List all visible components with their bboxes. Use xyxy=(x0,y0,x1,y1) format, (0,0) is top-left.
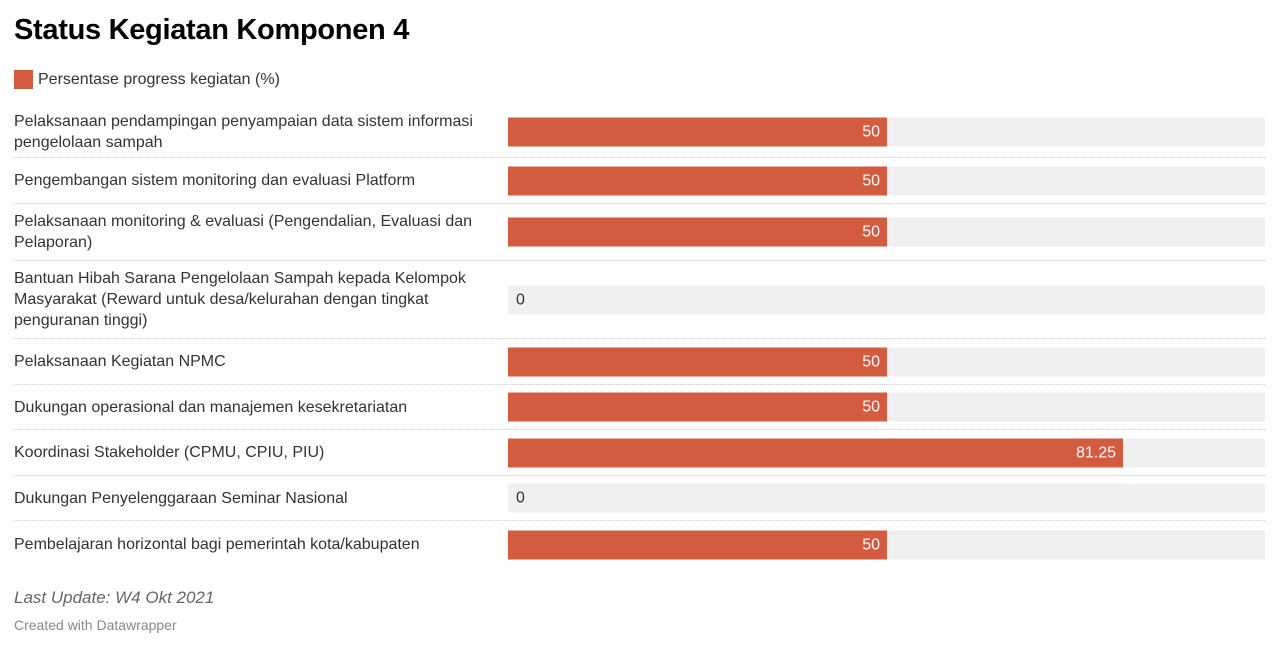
value-label: 0 xyxy=(516,291,525,308)
bar-row: Pelaksanaan pendampingan penyampaian dat… xyxy=(14,107,1265,158)
category-label: Pelaksanaan monitoring & evaluasi (Penge… xyxy=(14,213,473,251)
category-label: Pelaksanaan Kegiatan NPMC xyxy=(14,353,226,370)
bar xyxy=(508,117,887,147)
value-label: 50 xyxy=(862,536,880,553)
bar xyxy=(508,438,1123,467)
bar-row: Bantuan Hibah Sarana Pengelolaan Sampah … xyxy=(14,261,1265,339)
bar-track: 50 xyxy=(508,392,1265,422)
legend-swatch xyxy=(14,70,33,89)
bar-track: 0 xyxy=(508,285,1265,314)
category-label: Pembelajaran horizontal bagi pemerintah … xyxy=(14,536,420,553)
category-label: Dukungan Penyelenggaraan Seminar Nasiona… xyxy=(14,489,348,507)
bar xyxy=(508,217,887,247)
value-label: 50 xyxy=(862,223,880,241)
value-label: 50 xyxy=(862,353,880,370)
category-label: Koordinasi Stakeholder (CPMU, CPIU, PIU) xyxy=(14,444,325,461)
value-label: 81.25 xyxy=(1075,444,1116,461)
bar-row: Pengembangan sistem monitoring dan evalu… xyxy=(14,158,1265,204)
value-label: 50 xyxy=(862,172,880,189)
bar-row: Dukungan operasional dan manajemen kesek… xyxy=(14,385,1265,430)
bar-row: Pembelajaran horizontal bagi pemerintah … xyxy=(14,521,1265,568)
bar-row: Koordinasi Stakeholder (CPMU, CPIU, PIU)… xyxy=(14,430,1265,476)
bar xyxy=(508,392,887,422)
bar-track: 50 xyxy=(508,530,1265,559)
bar-row: Pelaksanaan monitoring & evaluasi (Penge… xyxy=(14,204,1265,261)
bar-row: Pelaksanaan Kegiatan NPMC 50 xyxy=(14,339,1265,385)
category-label: Pengembangan sistem monitoring dan evalu… xyxy=(14,172,416,189)
bar-row: Dukungan Penyelenggaraan Seminar Nasiona… xyxy=(14,476,1265,521)
value-label: 50 xyxy=(862,123,880,141)
datawrapper-credit: Created with Datawrapper xyxy=(14,617,177,633)
legend: Persentase progress kegiatan (%) xyxy=(14,70,280,89)
bar xyxy=(508,347,887,376)
bar-track: 50 xyxy=(508,217,1265,247)
bar-chart: Pelaksanaan pendampingan penyampaian dat… xyxy=(14,107,1265,568)
bar-track: 0 xyxy=(508,483,1265,513)
category-label: Dukungan operasional dan manajemen kesek… xyxy=(14,398,408,416)
last-update-note: Last Update: W4 Okt 2021 xyxy=(14,588,215,607)
category-label: Bantuan Hibah Sarana Pengelolaan Sampah … xyxy=(14,270,466,329)
bar xyxy=(508,530,887,559)
category-label: Pelaksanaan pendampingan penyampaian dat… xyxy=(14,113,473,151)
bar-track: 81.25 xyxy=(508,438,1265,467)
legend-label: Persentase progress kegiatan (%) xyxy=(38,70,280,88)
bar-track: 50 xyxy=(508,166,1265,195)
value-label: 0 xyxy=(516,489,525,507)
chart-title: Status Kegiatan Komponen 4 xyxy=(14,14,410,46)
bar-track: 50 xyxy=(508,347,1265,376)
bar-track: 50 xyxy=(508,117,1265,147)
value-label: 50 xyxy=(862,398,880,416)
bar xyxy=(508,166,887,195)
